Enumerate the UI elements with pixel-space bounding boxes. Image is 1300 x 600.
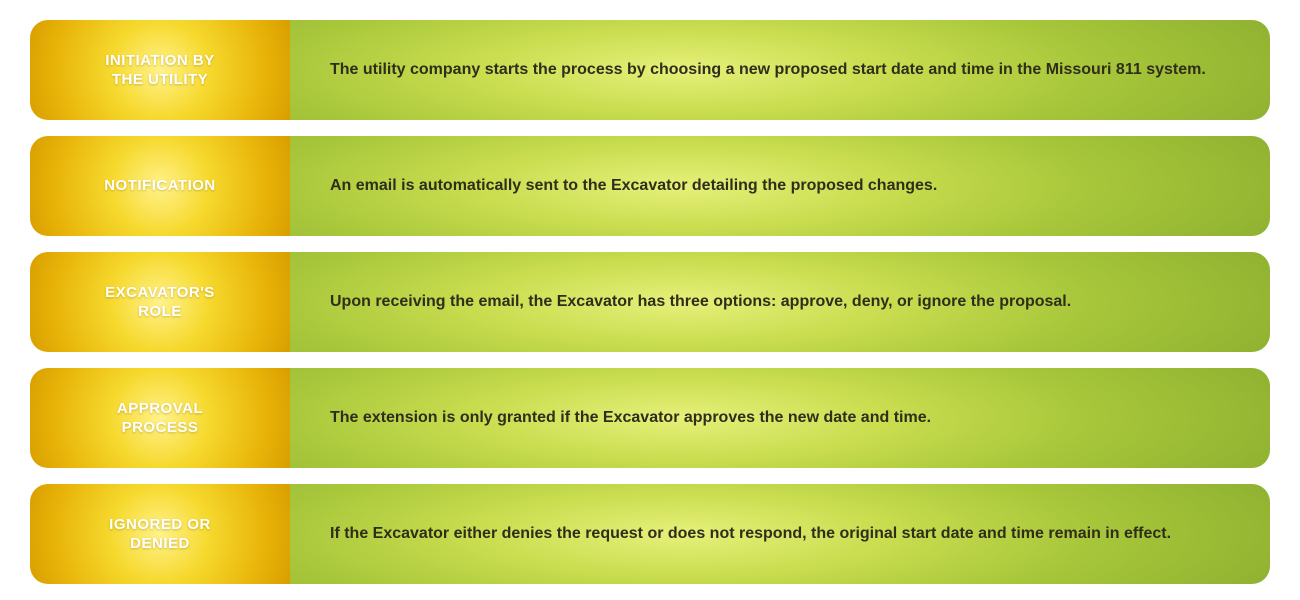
row-desc-cell: The extension is only granted if the Exc… — [290, 368, 1270, 468]
process-rows: INITIATION BY THE UTILITY The utility co… — [30, 20, 1270, 584]
process-row: APPROVAL PROCESS The extension is only g… — [30, 368, 1270, 468]
row-label: NOTIFICATION — [104, 176, 216, 196]
row-label-cell: APPROVAL PROCESS — [30, 368, 290, 468]
row-label: EXCAVATOR'S ROLE — [105, 283, 215, 322]
process-row: IGNORED OR DENIED If the Excavator eithe… — [30, 484, 1270, 584]
row-description: Upon receiving the email, the Excavator … — [330, 290, 1071, 313]
row-description: If the Excavator either denies the reque… — [330, 522, 1171, 545]
row-label-cell: IGNORED OR DENIED — [30, 484, 290, 584]
process-row: EXCAVATOR'S ROLE Upon receiving the emai… — [30, 252, 1270, 352]
row-desc-cell: An email is automatically sent to the Ex… — [290, 136, 1270, 236]
row-label: IGNORED OR DENIED — [109, 515, 211, 554]
row-description: The extension is only granted if the Exc… — [330, 406, 931, 429]
row-desc-cell: The utility company starts the process b… — [290, 20, 1270, 120]
row-label-cell: EXCAVATOR'S ROLE — [30, 252, 290, 352]
row-label-cell: INITIATION BY THE UTILITY — [30, 20, 290, 120]
row-label: APPROVAL PROCESS — [117, 399, 203, 438]
row-description: An email is automatically sent to the Ex… — [330, 174, 937, 197]
row-desc-cell: If the Excavator either denies the reque… — [290, 484, 1270, 584]
process-row: NOTIFICATION An email is automatically s… — [30, 136, 1270, 236]
row-desc-cell: Upon receiving the email, the Excavator … — [290, 252, 1270, 352]
process-row: INITIATION BY THE UTILITY The utility co… — [30, 20, 1270, 120]
row-label-cell: NOTIFICATION — [30, 136, 290, 236]
row-label: INITIATION BY THE UTILITY — [105, 51, 215, 90]
row-description: The utility company starts the process b… — [330, 58, 1206, 81]
